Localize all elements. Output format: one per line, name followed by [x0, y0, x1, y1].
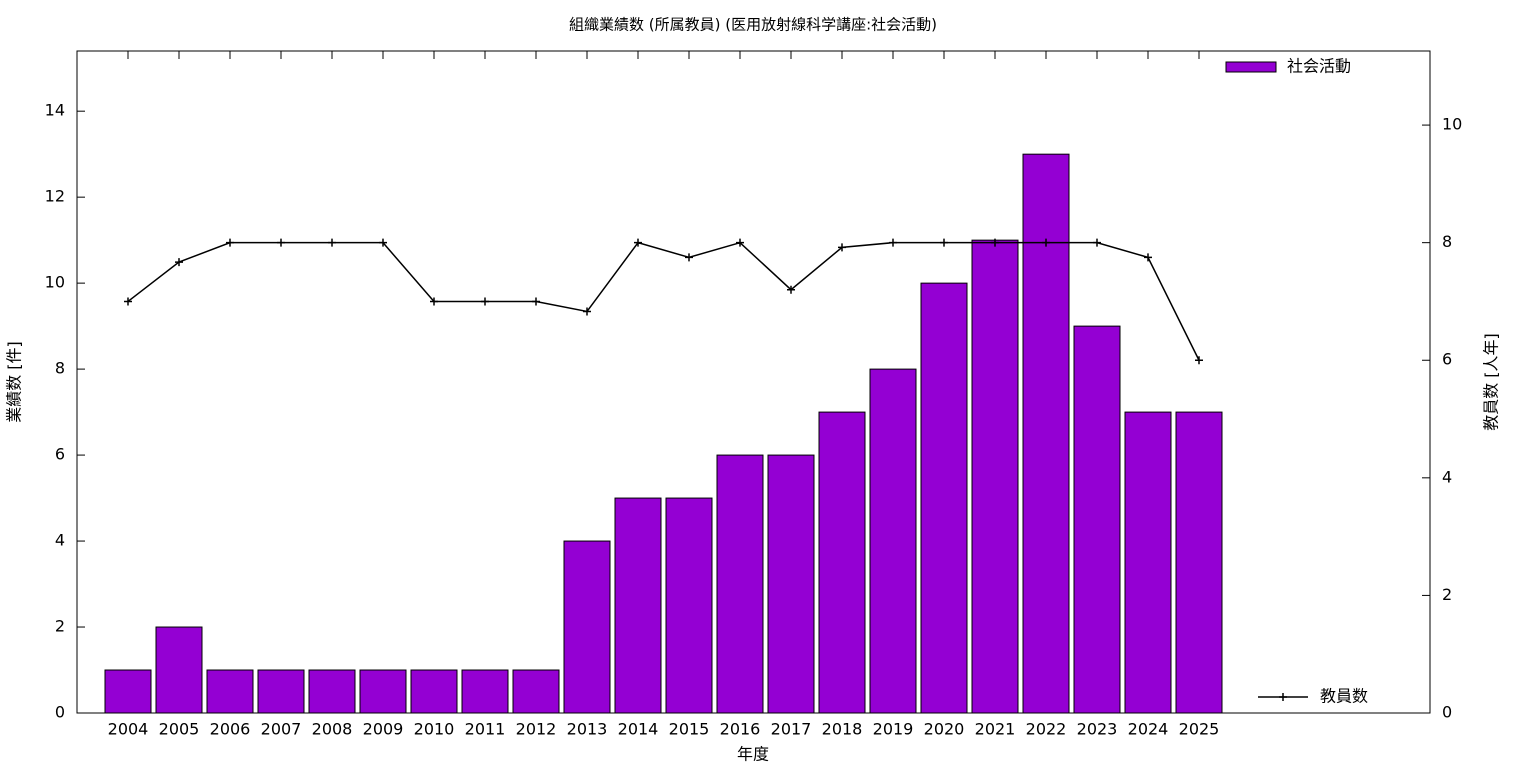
y2-tick-label: 10 [1442, 115, 1462, 134]
y-tick-label: 0 [55, 703, 65, 722]
bar [665, 497, 713, 714]
point [481, 297, 489, 306]
x-tick-label: 2010 [414, 720, 455, 739]
y-tick-label: 8 [55, 359, 65, 378]
x-tick-label: 2023 [1077, 720, 1118, 739]
point [838, 243, 846, 252]
point [1144, 253, 1152, 262]
point [787, 285, 795, 294]
bar [512, 669, 560, 714]
point [940, 238, 948, 247]
bar [563, 540, 611, 714]
x-tick-label: 2009 [363, 720, 404, 739]
point [736, 238, 744, 247]
bar [818, 411, 866, 714]
bar [155, 626, 203, 714]
x-tick-label: 2014 [618, 720, 659, 739]
x-tick-label: 2018 [822, 720, 863, 739]
y-tick-label: 4 [55, 531, 65, 550]
y2-tick-label: 6 [1442, 350, 1452, 369]
bar [257, 669, 305, 714]
bar [869, 368, 917, 714]
y2-tick-label: 2 [1442, 585, 1452, 604]
bar [359, 669, 407, 714]
legend-swatch [1225, 61, 1277, 73]
y-tick-label: 12 [45, 187, 65, 206]
point [1195, 356, 1203, 365]
bar [104, 669, 152, 714]
x-tick-label: 2004 [108, 720, 149, 739]
point [1042, 238, 1050, 247]
x-tick-label: 2022 [1026, 720, 1067, 739]
legend-point [1279, 693, 1287, 701]
x-axis-label: 年度 [737, 745, 769, 764]
x-tick-label: 2024 [1128, 720, 1169, 739]
bar [767, 454, 815, 714]
bar [1175, 411, 1223, 714]
legend-label: 教員数 [1320, 687, 1368, 706]
chart-title: 組織業績数 (所属教員) (医用放射線科学講座:社会活動) [569, 16, 937, 34]
legend-label: 社会活動 [1287, 57, 1351, 76]
line [127, 241, 1200, 361]
bar [920, 282, 968, 714]
y2-axis-label: 教員数 [人年] [1482, 333, 1501, 431]
point [991, 238, 999, 247]
x-tick-label: 2016 [720, 720, 761, 739]
x-tick-label: 2019 [873, 720, 914, 739]
bar [1124, 411, 1172, 714]
y-axis-label: 業績数 [件] [5, 341, 24, 423]
y2-tick-label: 8 [1442, 232, 1452, 251]
point [1093, 238, 1101, 247]
y2-tick-label: 0 [1442, 703, 1452, 722]
bar [716, 454, 764, 714]
point [430, 297, 438, 306]
point [583, 307, 591, 316]
point [379, 238, 387, 247]
y-tick-label: 2 [55, 617, 65, 636]
bar [1073, 325, 1121, 714]
y2-tick-label: 4 [1442, 467, 1452, 486]
x-tick-label: 2007 [261, 720, 302, 739]
x-tick-label: 2006 [210, 720, 251, 739]
point [532, 297, 540, 306]
bar [971, 239, 1019, 714]
x-tick-label: 2008 [312, 720, 353, 739]
x-tick-label: 2015 [669, 720, 710, 739]
bar [1022, 153, 1070, 714]
point [226, 238, 234, 247]
bar [206, 669, 254, 714]
y-tick-label: 10 [45, 273, 65, 292]
point [277, 238, 285, 247]
point [175, 258, 183, 267]
point [889, 238, 897, 247]
bar [461, 669, 509, 714]
point [685, 253, 693, 262]
point [124, 297, 132, 306]
y-tick-label: 6 [55, 445, 65, 464]
x-tick-label: 2017 [771, 720, 812, 739]
y-tick-label: 14 [45, 101, 65, 120]
point [328, 238, 336, 247]
bar [614, 497, 662, 714]
x-tick-label: 2012 [516, 720, 557, 739]
x-tick-label: 2005 [159, 720, 200, 739]
x-tick-label: 2025 [1179, 720, 1220, 739]
x-tick-label: 2021 [975, 720, 1016, 739]
x-tick-label: 2020 [924, 720, 965, 739]
point [634, 238, 642, 247]
x-tick-label: 2011 [465, 720, 506, 739]
bar [308, 669, 356, 714]
x-tick-label: 2013 [567, 720, 608, 739]
bar [410, 669, 458, 714]
